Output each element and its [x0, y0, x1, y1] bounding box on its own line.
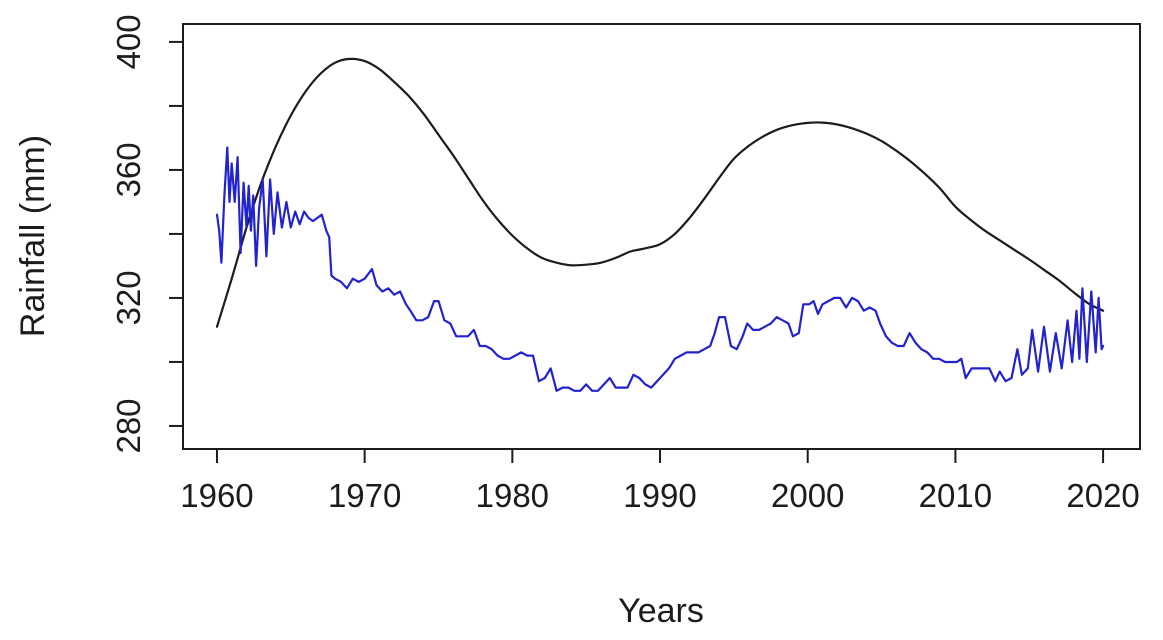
plot-border: [182, 23, 1141, 450]
x-tick-label: 1980: [476, 477, 549, 514]
y-tick-label: 400: [110, 14, 147, 69]
y-tick-label: 360: [110, 142, 147, 197]
y-axis-title: Rainfall (mm): [14, 135, 52, 337]
x-tick-label: 2020: [1066, 477, 1139, 514]
trend-curve: [215, 57, 1105, 328]
x-tick-label: 2010: [919, 477, 992, 514]
x-tick-label: 1990: [623, 477, 696, 514]
x-tick-label: 1960: [180, 477, 253, 514]
rainfall-line: [215, 146, 1105, 392]
axis-ticks: 1960 1970 1980 1990 2000 2010 2020 280 320 360 400: [110, 14, 1140, 514]
x-tick-label: 1970: [328, 477, 401, 514]
x-axis-title: Years: [618, 592, 704, 630]
data-series: [215, 57, 1105, 392]
x-tick-label: 2000: [771, 477, 844, 514]
y-tick-label: 320: [110, 270, 147, 325]
y-tick-label: 280: [110, 398, 147, 453]
